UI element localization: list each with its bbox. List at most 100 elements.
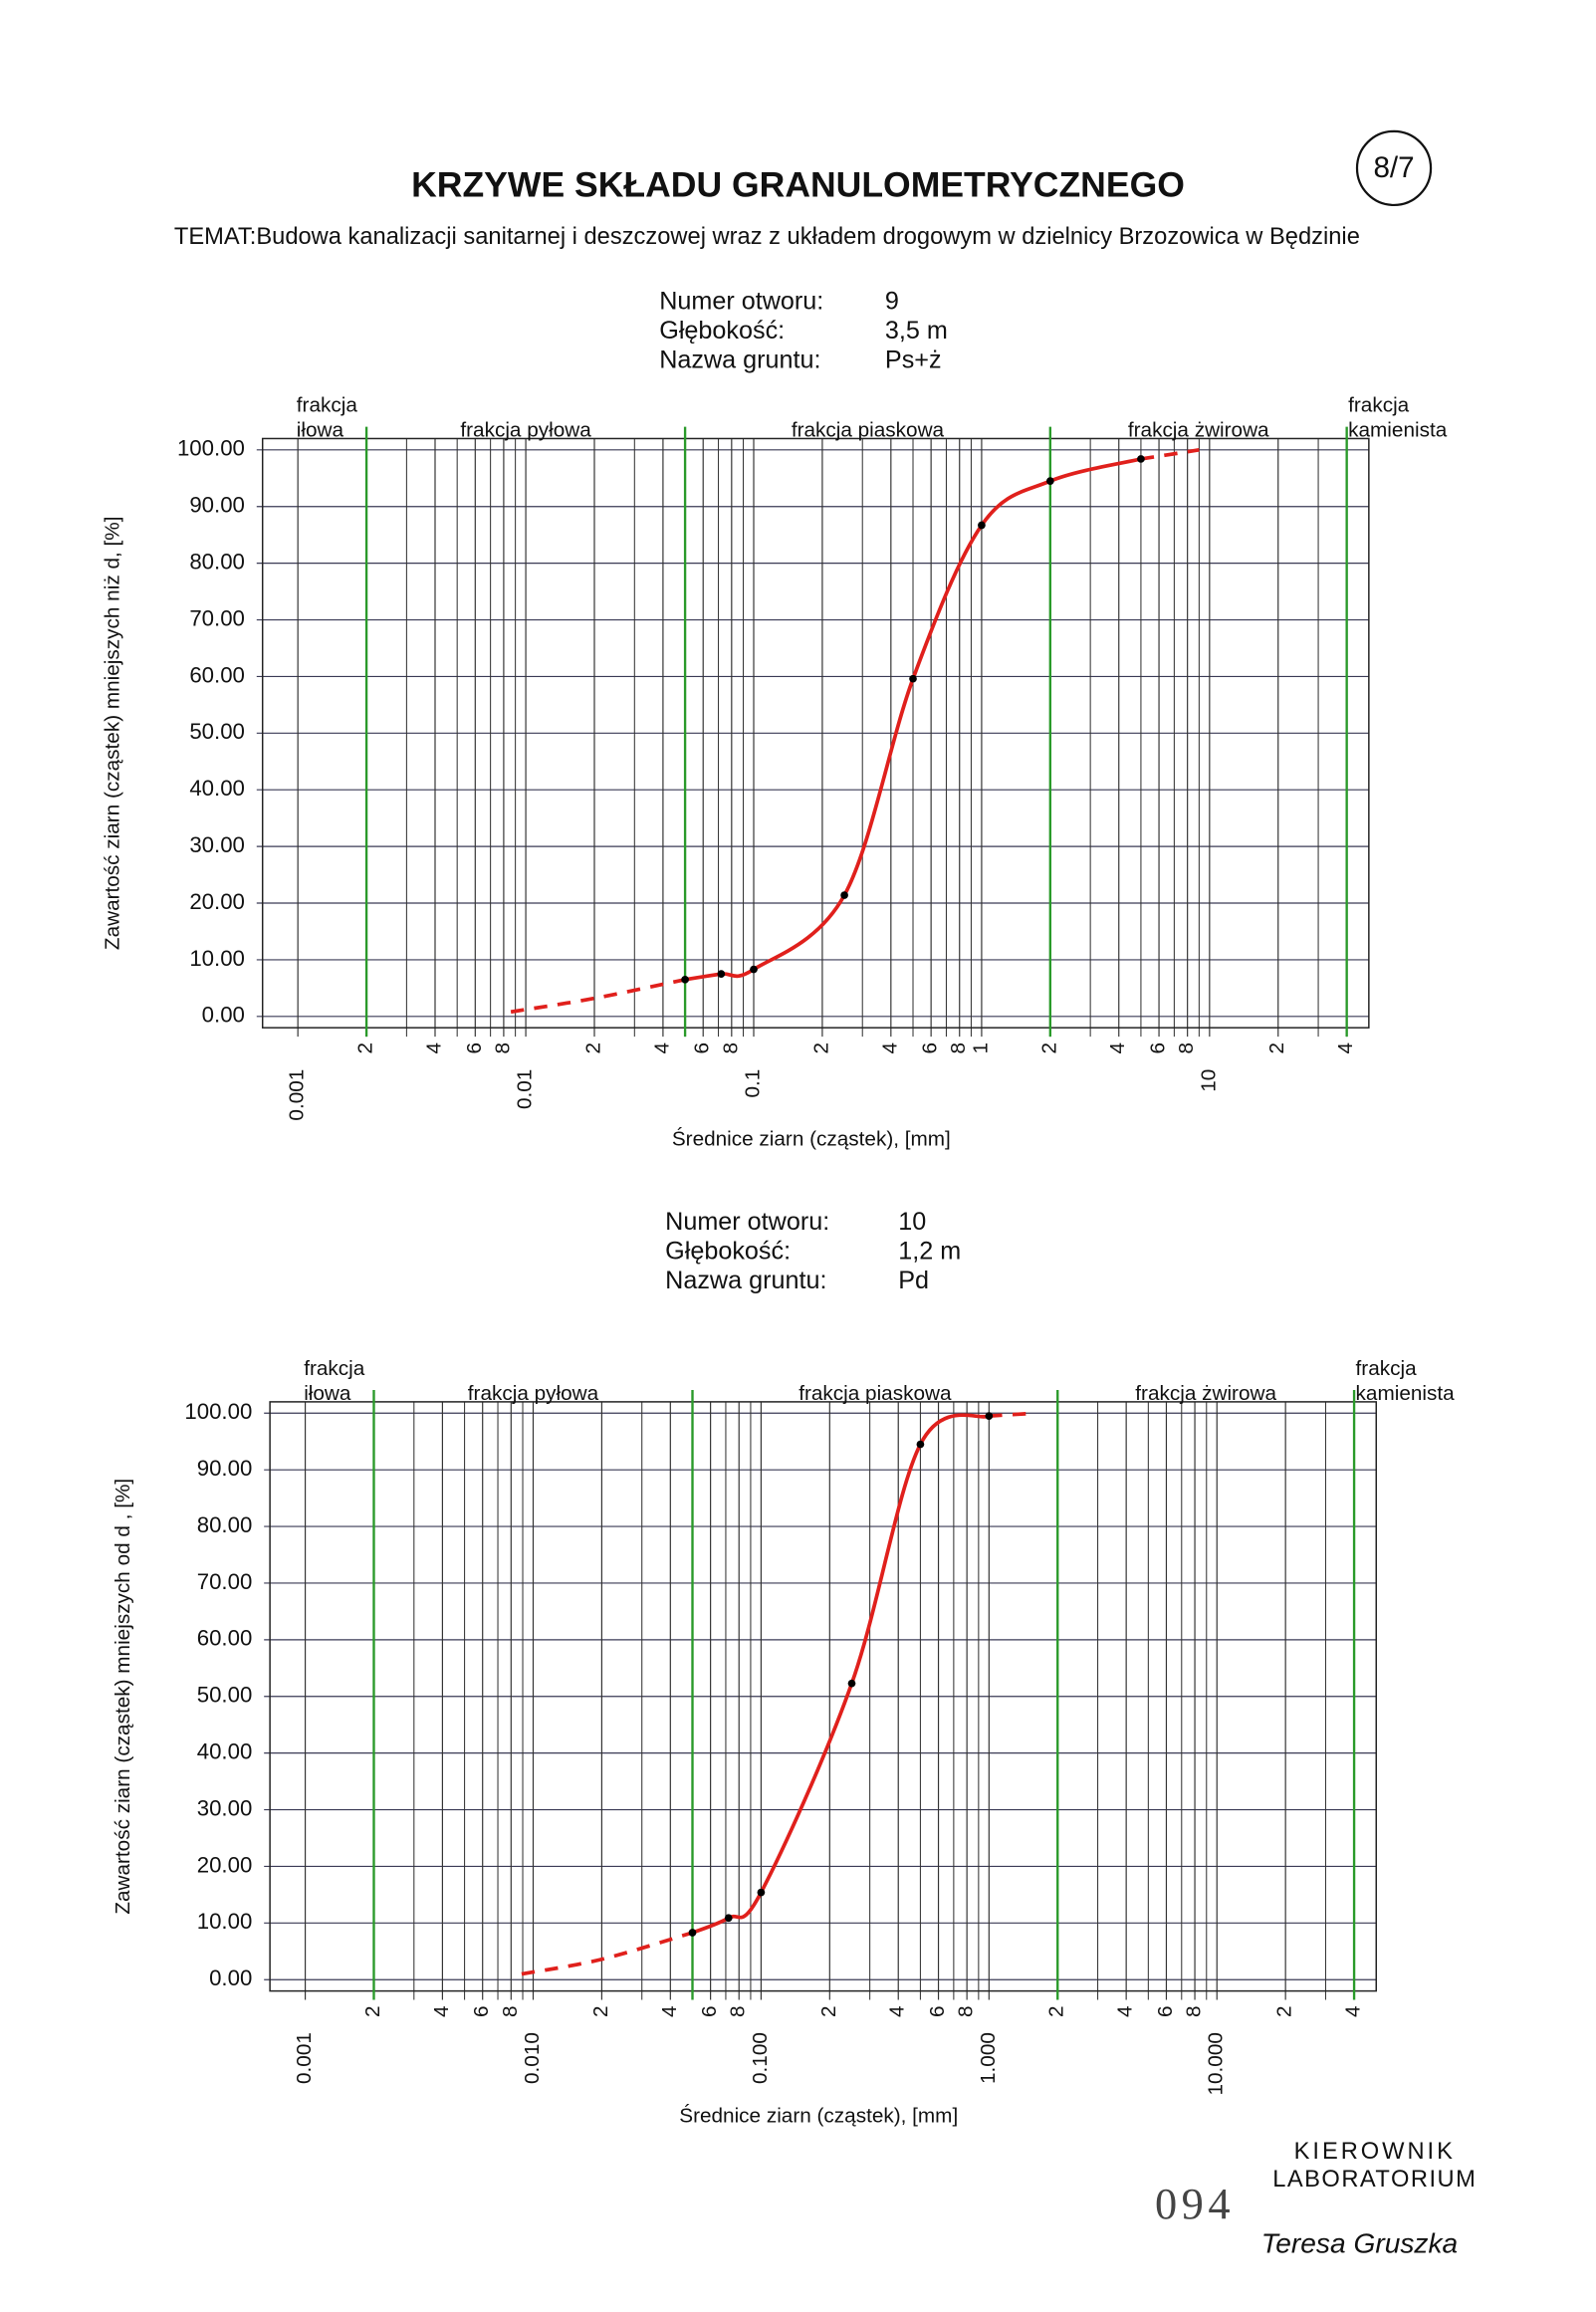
x-tick-label: 6 — [698, 2005, 721, 2017]
x-tick-label: 8 — [1175, 1042, 1198, 1054]
y-tick-label: 50.00 — [197, 1683, 253, 1708]
info-value: Ps+ż — [885, 347, 942, 374]
y-tick-label: 90.00 — [189, 493, 245, 518]
signature: Teresa Gruszka — [1261, 2227, 1458, 2258]
y-tick-label: 70.00 — [189, 605, 245, 630]
x-tick-label: 2 — [817, 2005, 840, 2017]
x-tick-label: 6 — [463, 1042, 486, 1054]
info-label: Numer otworu: — [659, 287, 823, 315]
y-tick-label: 30.00 — [189, 832, 245, 857]
data-point — [724, 1914, 733, 1923]
y-tick-label: 0.00 — [209, 1965, 252, 1990]
y-tick-label: 30.00 — [197, 1795, 253, 1820]
data-point — [840, 891, 848, 899]
fraction-label: frakcja — [1356, 1357, 1418, 1380]
plot-frame — [261, 437, 1370, 1029]
x-tick-label: 4 — [886, 2005, 909, 2017]
x-tick-label: 4 — [430, 2005, 453, 2017]
info-value: 1,2 m — [898, 1237, 961, 1265]
x-tick-label: 8 — [947, 1042, 970, 1054]
y-tick-label: 40.00 — [197, 1739, 253, 1764]
data-point — [978, 521, 986, 530]
x-tick-label: 6 — [919, 1042, 942, 1054]
grading-curve — [684, 457, 1142, 982]
x-tick-label: 10 — [1197, 1069, 1220, 1092]
x-tick-label: 8 — [727, 2005, 750, 2017]
x-tick-label: 0.01 — [514, 1069, 537, 1109]
info-value: 9 — [885, 287, 899, 315]
x-tick-label: 2 — [354, 1042, 377, 1054]
x-tick-label: 0.010 — [521, 2032, 544, 2084]
y-tick-label: 90.00 — [197, 1456, 253, 1481]
y-tick-label: 60.00 — [189, 662, 245, 687]
y-tick-label: 0.00 — [202, 1003, 245, 1028]
data-point — [847, 1679, 856, 1688]
info-value: 10 — [898, 1208, 926, 1236]
info-label: Nazwa gruntu: — [665, 1267, 826, 1294]
y-tick-label: 70.00 — [197, 1569, 253, 1594]
x-tick-label: 8 — [955, 2005, 978, 2017]
data-point — [1137, 455, 1145, 463]
x-tick-label: 6 — [1154, 2005, 1177, 2017]
data-point — [688, 1929, 697, 1937]
stamp-number: 094 — [1155, 2179, 1235, 2228]
curve-extension — [521, 1931, 694, 1976]
x-tick-label: 8 — [1183, 2005, 1206, 2017]
x-tick-label: 1.000 — [977, 2032, 1000, 2084]
data-point — [750, 965, 758, 974]
x-tick-label: 6 — [1147, 1042, 1170, 1054]
x-tick-label: 2 — [589, 2005, 612, 2017]
info-label: Numer otworu: — [665, 1208, 829, 1236]
fraction-label: iłowa — [304, 1382, 351, 1405]
fraction-label: frakcja — [1348, 393, 1410, 416]
y-tick-label: 100.00 — [184, 1399, 252, 1424]
x-tick-label: 0.100 — [749, 2032, 772, 2084]
data-point — [757, 1888, 766, 1897]
y-tick-label: 10.00 — [189, 946, 245, 971]
info-label: Głębokość: — [659, 317, 785, 345]
info-label: Głębokość: — [665, 1237, 791, 1265]
subtitle: TEMAT:Budowa kanalizacji sanitarnej i de… — [174, 224, 1360, 250]
x-tick-label: 4 — [658, 2005, 681, 2017]
x-tick-label: 2 — [581, 1042, 604, 1054]
stamp-line: LABORATORIUM — [1272, 2167, 1477, 2193]
x-tick-label: 6 — [926, 2005, 949, 2017]
stamp-line: KIEROWNIK — [1294, 2139, 1456, 2165]
x-tick-label: 1 — [969, 1042, 992, 1054]
x-tick-label: 4 — [1334, 1042, 1357, 1054]
x-tick-label: 4 — [1114, 2005, 1137, 2017]
info-value: 3,5 m — [885, 317, 948, 345]
data-point — [1045, 477, 1054, 485]
x-tick-label: 4 — [1106, 1042, 1129, 1054]
x-tick-label: 6 — [691, 1042, 714, 1054]
fraction-label: frakcja pyłowa — [460, 419, 591, 442]
x-tick-label: 8 — [719, 1042, 742, 1054]
fraction-label: frakcja pyłowa — [468, 1382, 599, 1405]
x-tick-label: 2 — [1037, 1042, 1060, 1054]
y-tick-label: 80.00 — [197, 1512, 253, 1537]
x-tick-label: 0.001 — [293, 2032, 316, 2084]
x-axis-label: Średnice ziarn (cząstek), [mm] — [679, 2103, 958, 2127]
x-tick-label: 0.1 — [741, 1069, 764, 1098]
x-axis-label: Średnice ziarn (cząstek), [mm] — [672, 1127, 951, 1151]
y-tick-label: 80.00 — [189, 550, 245, 575]
y-tick-label: 60.00 — [197, 1626, 253, 1651]
x-tick-label: 2 — [361, 2005, 384, 2017]
x-tick-label: 2 — [1265, 1042, 1288, 1054]
data-point — [909, 674, 917, 683]
x-tick-label: 2 — [1045, 2005, 1068, 2017]
fraction-label: iłowa — [297, 419, 344, 442]
data-point — [916, 1440, 925, 1449]
data-point — [717, 970, 726, 978]
x-tick-label: 8 — [499, 2005, 522, 2017]
fraction-label: kamienista — [1356, 1382, 1456, 1405]
fraction-label: frakcja piaskowa — [792, 419, 945, 442]
plot-frame — [269, 1401, 1377, 1992]
x-tick-label: 4 — [878, 1042, 901, 1054]
data-point — [985, 1412, 994, 1420]
data-point — [681, 975, 689, 984]
fraction-label: frakcja żwirowa — [1128, 419, 1269, 442]
